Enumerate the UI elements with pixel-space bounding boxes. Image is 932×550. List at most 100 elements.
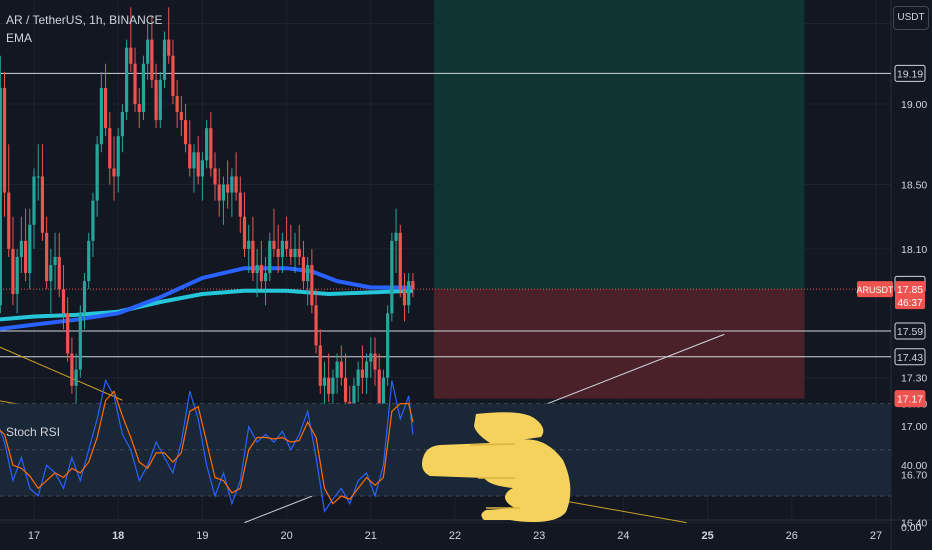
candle-body [318, 345, 322, 386]
price-label-box [894, 390, 926, 408]
last-price-tag [895, 281, 925, 310]
candle-body [301, 256, 306, 282]
candle-body [285, 240, 289, 249]
candle-body [335, 361, 339, 378]
candle-body [28, 224, 32, 274]
pointing-hand-shape [422, 412, 571, 522]
candle-body [196, 152, 200, 177]
candle-body [230, 176, 234, 193]
candle-body [293, 248, 297, 257]
candle-body [263, 273, 268, 282]
candle-body [297, 248, 301, 257]
candle-body [32, 176, 36, 225]
candle-body [402, 289, 407, 306]
candle-body [209, 128, 213, 169]
candle-body [188, 144, 192, 169]
candle-body [226, 184, 230, 193]
price-label-text: 17.17 [897, 394, 923, 406]
price-label-box [894, 64, 926, 82]
candle-body [217, 184, 221, 201]
candle-body [205, 128, 209, 161]
candle-body [108, 128, 112, 169]
candle-body [23, 240, 28, 274]
time-tick-label: 25 [701, 530, 713, 542]
candle-body [255, 265, 259, 274]
candle-body [268, 240, 272, 274]
candle-body [280, 240, 284, 257]
symbol-tag [857, 281, 893, 298]
candle-body [175, 95, 179, 113]
candle-body [369, 353, 373, 362]
candles [0, 7, 415, 451]
horizontal-lines [0, 72, 891, 358]
candle-body [91, 200, 95, 241]
candle-body [74, 369, 78, 386]
candle-body [381, 377, 386, 410]
candle-body [2, 87, 7, 193]
candle-body [183, 120, 188, 145]
price-label-text: 17.43 [897, 352, 923, 364]
countdown-text: 46:37 [897, 298, 922, 309]
stop-zone [433, 289, 805, 399]
candle-body [306, 265, 310, 282]
candle-body [398, 232, 402, 290]
stoch-rsi-label: Stoch RSI [6, 425, 61, 439]
candle-body [251, 240, 255, 274]
candle-body [40, 176, 45, 233]
candle-body [221, 184, 226, 201]
price-tick-label: 18.10 [901, 244, 927, 256]
price-tick-label: 18.50 [901, 180, 927, 192]
candle-body [19, 240, 23, 257]
candle-body [242, 216, 247, 249]
candle-body [247, 240, 251, 249]
candle-body [15, 256, 19, 294]
price-label-box [894, 322, 926, 340]
candle-body [162, 39, 167, 80]
candle-body [99, 87, 103, 145]
symbol-title: AR / TetherUS, 1h, BINANCE [6, 13, 163, 27]
time-tick-label: 26 [786, 530, 798, 542]
candle-body [272, 240, 276, 249]
candle-body [373, 353, 377, 370]
time-tick-label: 17 [28, 530, 40, 542]
candle-body [137, 104, 141, 113]
pointing-hand-icon [422, 412, 571, 522]
indicator-label: EMA [6, 31, 33, 45]
candle-body [234, 176, 238, 193]
time-tick-label: 23 [533, 530, 545, 542]
candle-body [120, 112, 125, 137]
time-axis: 17 18 19 20 21 22 23 24 25 26 27 [28, 530, 882, 542]
price-tick-label: 16.70 [901, 469, 927, 481]
time-tick-label: 20 [280, 530, 292, 542]
candle-body [192, 152, 196, 169]
candle-body [150, 39, 154, 80]
candle-body [167, 39, 171, 56]
candle-body [125, 47, 129, 113]
candle-body [289, 248, 293, 257]
time-tick-label: 21 [365, 530, 377, 542]
candle-body [87, 240, 91, 282]
price-axis: 19.5019.0018.5018.1017.3017.0016.7016.40… [856, 19, 927, 534]
price-label-text: 19.19 [897, 68, 923, 80]
candle-body [314, 305, 318, 346]
currency-button[interactable]: USDT [893, 6, 929, 30]
candle-body [129, 47, 133, 64]
candle-body [386, 313, 390, 378]
price-label-text: 17.59 [897, 326, 923, 338]
pointing-hand-creases [469, 443, 520, 509]
time-tick-label: 18 [112, 530, 124, 542]
candle-body [146, 39, 150, 64]
candle-body [61, 289, 66, 314]
candle-body [356, 369, 360, 386]
candle-body [407, 281, 411, 306]
target-zone [433, 0, 805, 290]
candle-body [213, 168, 217, 185]
last-price-text: 17.85 [897, 284, 923, 296]
candle-body [200, 160, 204, 177]
rsi-tick-label: 40.00 [901, 460, 927, 472]
price-tick-label: 17.00 [901, 421, 927, 433]
candle-body [171, 55, 175, 96]
candle-body [394, 232, 398, 241]
price-tick-label: 17.30 [901, 373, 927, 385]
